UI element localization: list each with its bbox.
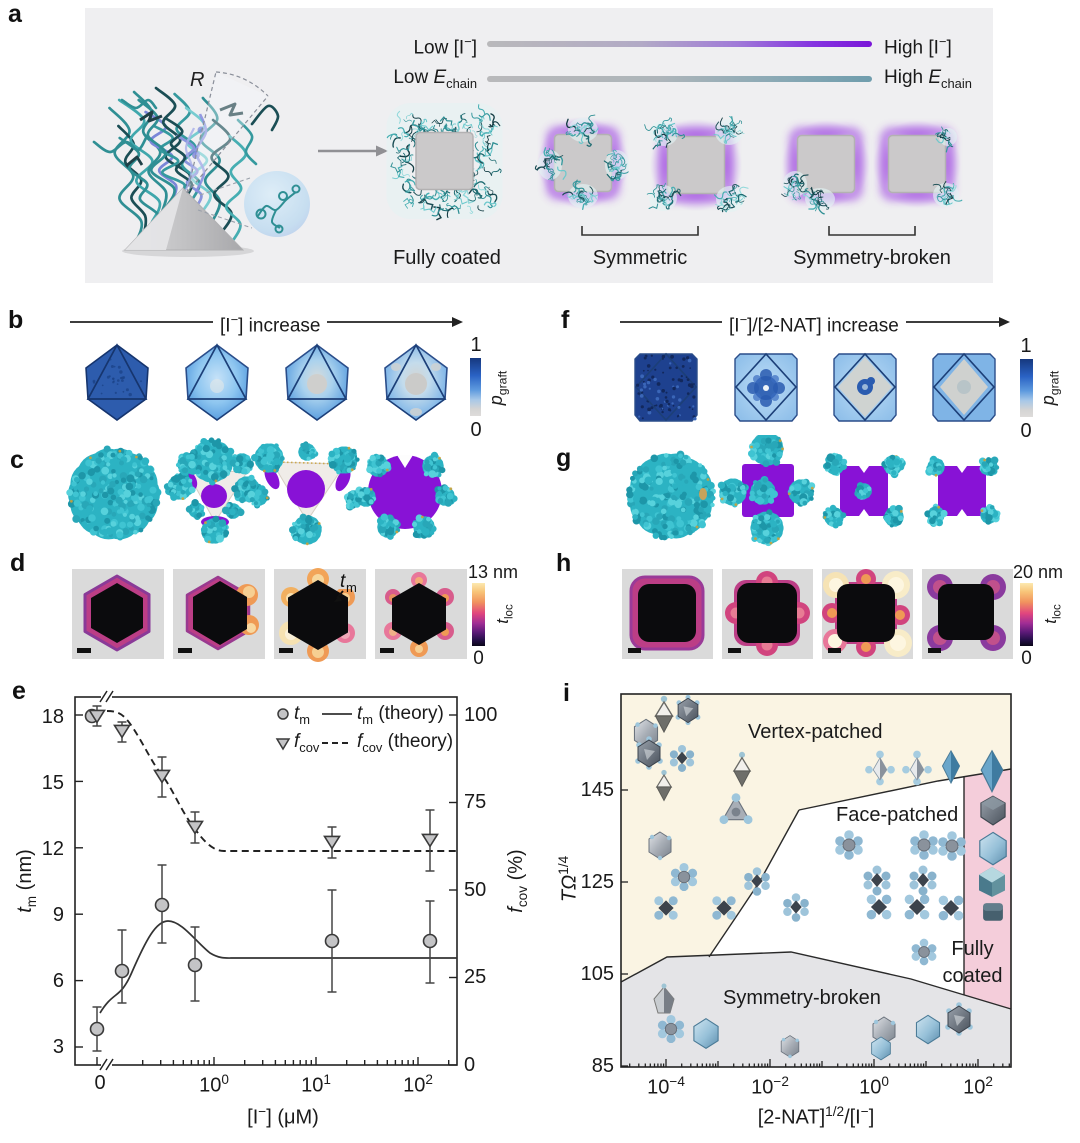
svg-text:t: t xyxy=(340,571,346,592)
svg-text:R: R xyxy=(190,69,204,91)
svg-text:m: m xyxy=(346,580,357,595)
